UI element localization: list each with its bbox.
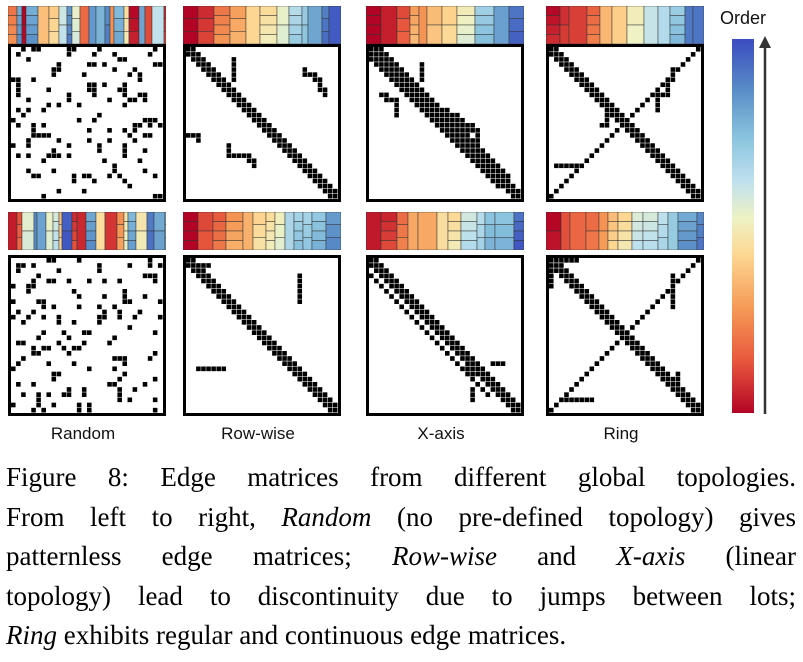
edge-matrix-ring-2 xyxy=(546,255,704,416)
column-label-ring: Ring xyxy=(603,424,639,443)
edge-matrix-rowwise-2 xyxy=(183,255,341,416)
caption-line-4: topology) lead to discontinuity due to j… xyxy=(6,580,796,611)
order-strip-rowwise-2 xyxy=(183,212,341,250)
edge-matrix-random-2 xyxy=(8,255,166,416)
order-strip-ring-2 xyxy=(546,212,704,250)
edge-matrix-xaxis-2 xyxy=(366,255,524,416)
figure-caption: Figure 8: Edge matrices from different g… xyxy=(6,458,796,656)
edge-matrix-ring-1 xyxy=(546,44,704,202)
caption-line-3: patternless edge matrices; Row-wise and … xyxy=(6,541,797,571)
order-strip-xaxis-2 xyxy=(366,212,524,250)
order-colorbar xyxy=(732,39,754,413)
edge-matrix-xaxis-1 xyxy=(366,44,524,202)
column-label-row-wise: Row-wise xyxy=(221,424,295,443)
order-strip-rowwise-1 xyxy=(183,6,341,44)
edge-matrix-rowwise-1 xyxy=(183,44,341,202)
column-label-x-axis: X-axis xyxy=(417,424,465,443)
order-strip-random-1 xyxy=(8,6,166,44)
order-strip-ring-1 xyxy=(546,6,704,44)
edge-matrix-random-1 xyxy=(8,44,166,202)
order-strip-random-2 xyxy=(8,212,166,250)
caption-line-5: Ring exhibits regular and continuous edg… xyxy=(6,620,567,650)
order-strip-xaxis-1 xyxy=(366,6,524,44)
caption-line-1: Figure 8: Edge matrices from different g… xyxy=(6,462,796,492)
caption-line-2: From left to right, Random (no pre-defin… xyxy=(6,501,797,532)
order-arrow-icon xyxy=(759,36,771,414)
column-label-random: Random xyxy=(50,424,116,443)
colorbar-label: Order xyxy=(720,8,767,28)
